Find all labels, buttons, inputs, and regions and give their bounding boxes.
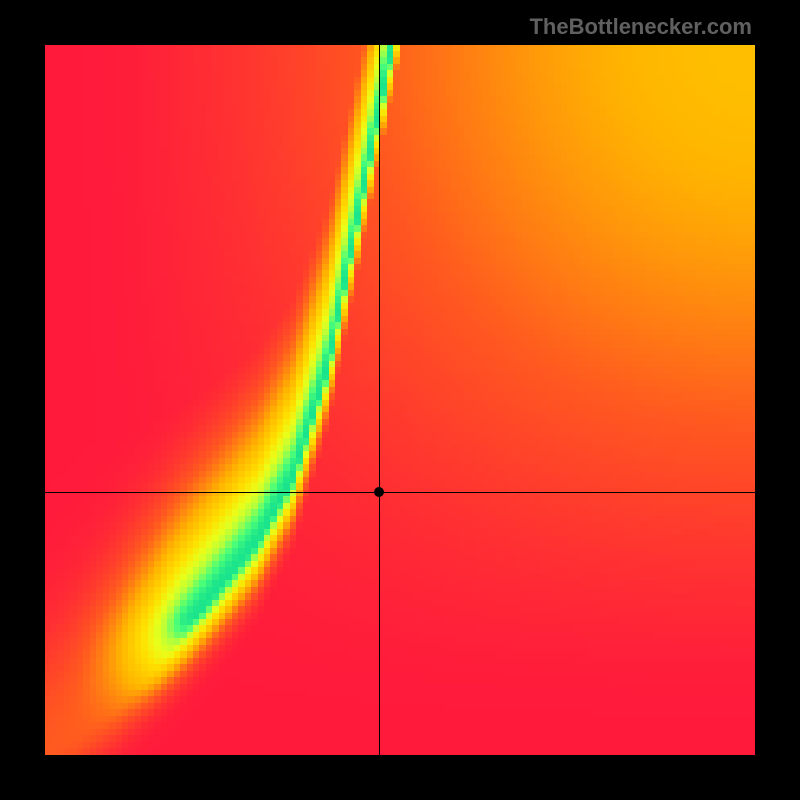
heatmap-canvas — [45, 45, 755, 755]
marker-dot — [374, 487, 384, 497]
watermark-text: TheBottlenecker.com — [529, 14, 752, 40]
chart-container: TheBottlenecker.com — [0, 0, 800, 800]
crosshair-horizontal — [45, 492, 755, 493]
crosshair-vertical — [379, 45, 380, 755]
